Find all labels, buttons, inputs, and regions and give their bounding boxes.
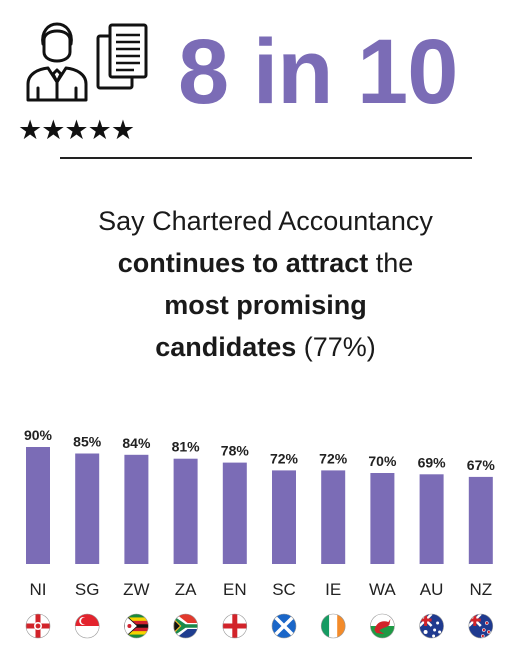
statement-emphasis-1: continues to attract bbox=[117, 248, 369, 278]
statement-line-1: Say Chartered Accountancy bbox=[98, 206, 433, 236]
person-icon bbox=[26, 22, 88, 102]
category-label-sc: SC bbox=[272, 580, 296, 599]
divider bbox=[60, 157, 472, 159]
headline-statistic: 8 in 10 bbox=[178, 21, 458, 123]
england-flag-icon bbox=[222, 613, 248, 639]
category-label-en: EN bbox=[223, 580, 247, 599]
statement-percentage: (77%) bbox=[296, 332, 376, 362]
header: ★★★★★ 8 in 10 bbox=[0, 0, 531, 160]
bar-wa bbox=[370, 473, 395, 564]
document-icon bbox=[96, 23, 148, 90]
value-label-en: 78% bbox=[221, 443, 250, 459]
value-label-sc: 72% bbox=[270, 450, 299, 466]
value-label-nz: 67% bbox=[467, 457, 496, 473]
singapore-flag-icon bbox=[74, 613, 100, 639]
category-label-au: AU bbox=[420, 580, 444, 599]
south-africa-flag-icon bbox=[173, 613, 198, 639]
value-label-za: 81% bbox=[172, 439, 201, 455]
category-label-nz: NZ bbox=[469, 580, 492, 599]
category-label-ni: NI bbox=[30, 580, 47, 599]
statement-emphasis-2: most promising bbox=[164, 290, 367, 320]
bar-za bbox=[173, 458, 198, 564]
bar-en bbox=[222, 462, 247, 564]
value-label-wa: 70% bbox=[368, 453, 397, 469]
category-label-sg: SG bbox=[75, 580, 100, 599]
statement-line-3: most promising bbox=[20, 284, 511, 326]
bar-sg bbox=[75, 453, 100, 564]
country-bar-chart: 90% NI 85% SG 84% ZW 81% ZA 78% EN 72% SC 72% IE 70% WA… bbox=[24, 427, 496, 639]
statement-emphasis-3: candidates bbox=[155, 332, 297, 362]
statement-line-2: continues to attract the bbox=[20, 242, 511, 284]
northern-ireland-flag-icon bbox=[25, 613, 51, 639]
value-label-au: 69% bbox=[418, 454, 447, 470]
bar-au bbox=[419, 474, 444, 564]
bar-ni bbox=[26, 447, 50, 564]
statement-line-4: candidates (77%) bbox=[20, 326, 511, 368]
bar-nz bbox=[468, 476, 493, 564]
survey-statement: Say Chartered Accountancy continues to a… bbox=[20, 200, 511, 368]
australia-flag-icon bbox=[419, 613, 444, 639]
category-label-zw: ZW bbox=[123, 580, 149, 599]
bar-sc bbox=[272, 470, 296, 564]
value-label-ni: 90% bbox=[24, 427, 53, 443]
value-label-sg: 85% bbox=[73, 434, 102, 450]
new-zealand-flag-icon bbox=[468, 613, 494, 639]
category-label-ie: IE bbox=[325, 580, 341, 599]
value-label-ie: 72% bbox=[319, 450, 348, 466]
wales-flag-icon bbox=[370, 613, 395, 639]
scotland-flag-icon bbox=[271, 613, 297, 639]
value-label-zw: 84% bbox=[122, 435, 151, 451]
category-label-za: ZA bbox=[175, 580, 197, 599]
statement-text-2: the bbox=[368, 248, 414, 278]
five-star-rating: ★★★★★ bbox=[18, 115, 135, 145]
bar-zw bbox=[124, 454, 149, 564]
ireland-flag-icon bbox=[320, 613, 346, 639]
category-label-wa: WA bbox=[369, 580, 396, 599]
bar-ie bbox=[321, 470, 346, 564]
zimbabwe-flag-icon bbox=[124, 613, 149, 639]
